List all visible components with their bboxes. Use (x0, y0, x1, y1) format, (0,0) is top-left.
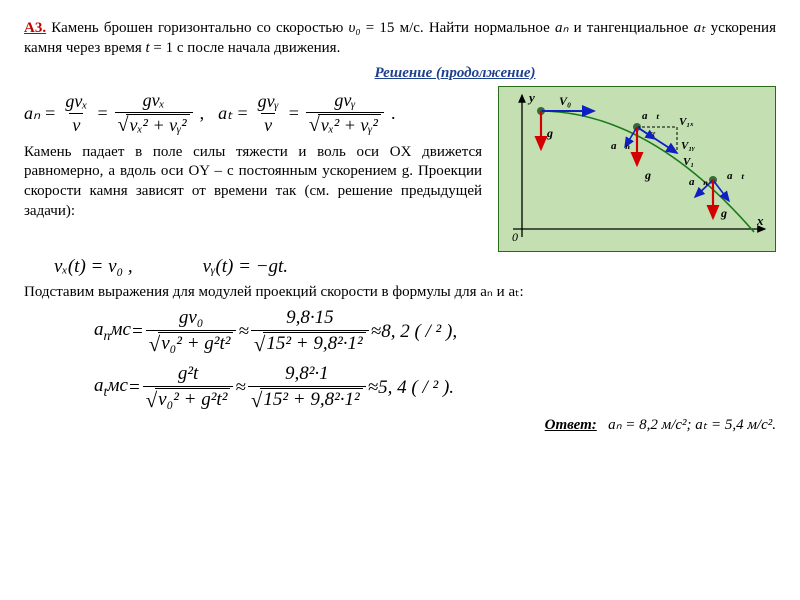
frac-4: gvᵧ vₓ² + vᵧ² (306, 90, 384, 137)
approx-3: ≈ (235, 377, 245, 399)
v1-label: V₁ (683, 156, 694, 168)
trajectory-diagram: y x 0 V₀ g⃗ V₁ₓ V₁ᵧ V₁ α (498, 86, 776, 252)
vxt: vₓ(t) = v₀ , (54, 256, 133, 278)
origin-label: 0 (512, 230, 518, 244)
g2-label: g⃗ (644, 168, 660, 182)
den-7: v₀² + g²t² (143, 386, 234, 413)
num-2: gvₓ (140, 90, 168, 112)
frac-7: g²t v₀² + g²t² (143, 363, 234, 413)
den-6: 15² + 9,8²·1² (251, 330, 369, 357)
period-1: . (391, 103, 396, 124)
rad-1: vₓ² + vᵧ² (126, 114, 189, 137)
answer-label: Ответ: (545, 417, 597, 433)
formula-at-numeric: atмс = g²t v₀² + g²t² ≈ 9,8²·1 15² + 9,8… (94, 363, 776, 413)
axis-x-label: x (756, 213, 764, 228)
res-1: 8, 2 ( / ² ), (381, 321, 457, 343)
v1x-label: V₁ₓ (679, 116, 694, 128)
g1-label: g⃗ (546, 126, 562, 140)
problem-number: А3. (24, 20, 46, 36)
solution-header: Решение (продолжение) (134, 65, 776, 82)
res-2: 5, 4 ( / ² ). (378, 377, 454, 399)
num-5: gv₀ (176, 307, 207, 330)
g3-label: g⃗ (720, 206, 736, 220)
den-8: 15² + 9,8²·1² (248, 386, 366, 413)
an-lhs: aₙ (24, 103, 40, 124)
at-lhs: aₜ (218, 103, 232, 124)
eq-5: = (131, 321, 144, 343)
an2-label: a⃗ₙ (611, 140, 630, 152)
problem-text-5: = 1 с после начала движения. (150, 40, 341, 56)
frac-3: gvᵧ v (255, 91, 282, 136)
eq-6: = (128, 377, 141, 399)
num-6: 9,8·15 (283, 307, 337, 330)
problem-text-2: = 15 м/с. Найти нормальное (361, 20, 555, 36)
left-column: aₙ = gvₓ v = gvₓ vₓ² + vᵧ² , aₜ = gvᵧ v … (24, 86, 486, 222)
den-1: v (69, 113, 83, 136)
axis-y-label: y (527, 90, 535, 105)
paragraph-2: Подставим выражения для модулей проекций… (24, 282, 776, 301)
eq-2: = (97, 103, 107, 124)
answer-line: Ответ: aₙ = 8,2 м/с²; aₜ = 5,4 м/с². (24, 415, 776, 434)
frac-1: gvₓ v (62, 91, 90, 136)
v1y-label: V₁ᵧ (681, 140, 695, 152)
row-formulas-diagram: aₙ = gvₓ v = gvₓ vₓ² + vᵧ² , aₜ = gvᵧ v … (24, 86, 776, 252)
problem-text-1: Камень брошен горизонтально со скоростью (51, 20, 348, 36)
vyt: vᵧ(t) = −gt. (203, 256, 288, 278)
frac-5: gv₀ v₀² + g²t² (146, 307, 237, 357)
an3-label: a⃗ₙ (689, 176, 708, 188)
answer-text: aₙ = 8,2 м/с²; aₜ = 5,4 м/с². (608, 417, 776, 433)
eq-4: = (289, 103, 299, 124)
right-column: y x 0 V₀ g⃗ V₁ₓ V₁ᵧ V₁ α (498, 86, 776, 252)
num-3: gvᵧ (255, 91, 282, 113)
num-4: gvᵧ (331, 90, 358, 112)
problem-text-3: и тангенциальное (568, 20, 693, 36)
eq-3: = (237, 103, 247, 124)
formula-an-numeric: anмс = gv₀ v₀² + g²t² ≈ 9,8·15 15² + 9,8… (94, 307, 776, 357)
approx-4: ≈ (368, 377, 378, 399)
num-8: 9,8²·1 (282, 363, 332, 386)
frac-2: gvₓ vₓ² + vᵧ² (115, 90, 193, 137)
eq-1: = (45, 103, 55, 124)
problem-statement: А3. Камень брошен горизонтально со скоро… (24, 18, 776, 59)
rad-4: 15² + 9,8²·1² (263, 332, 365, 357)
sym-at: aₜ (694, 20, 706, 36)
diagram-svg: y x 0 V₀ g⃗ V₁ₓ V₁ᵧ V₁ α (499, 87, 775, 251)
den-2: vₓ² + vᵧ² (115, 112, 193, 137)
rad-2: vₓ² + vᵧ² (318, 114, 381, 137)
frac-8: 9,8²·1 15² + 9,8²·1² (248, 363, 366, 413)
rad-6: 15² + 9,8²·1² (260, 388, 362, 413)
sym-an: aₙ (555, 20, 568, 36)
at2-label: a⃗ₜ (642, 110, 660, 122)
rad-3: v₀² + g²t² (158, 332, 233, 357)
comma-1: , (200, 103, 205, 124)
sym-v0: υ₀ (349, 20, 361, 36)
den-4: vₓ² + vᵧ² (306, 112, 384, 137)
v0-label: V₀ (559, 94, 571, 108)
velocity-projections: vₓ(t) = v₀ , vᵧ(t) = −gt. (54, 256, 776, 278)
den-3: v (261, 113, 275, 136)
paragraph-1: Камень падает в поле силы тяжести и воль… (24, 143, 486, 222)
rad-5: v₀² + g²t² (155, 388, 230, 413)
den-5: v₀² + g²t² (146, 330, 237, 357)
num-1: gvₓ (62, 91, 90, 113)
frac-6: 9,8·15 15² + 9,8²·1² (251, 307, 369, 357)
approx-2: ≈ (371, 321, 381, 343)
approx-1: ≈ (238, 321, 248, 343)
num-7: g²t (175, 363, 201, 386)
at3-label: a⃗ₜ (727, 170, 745, 182)
formula-an-at: aₙ = gvₓ v = gvₓ vₓ² + vᵧ² , aₜ = gvᵧ v … (24, 90, 486, 137)
